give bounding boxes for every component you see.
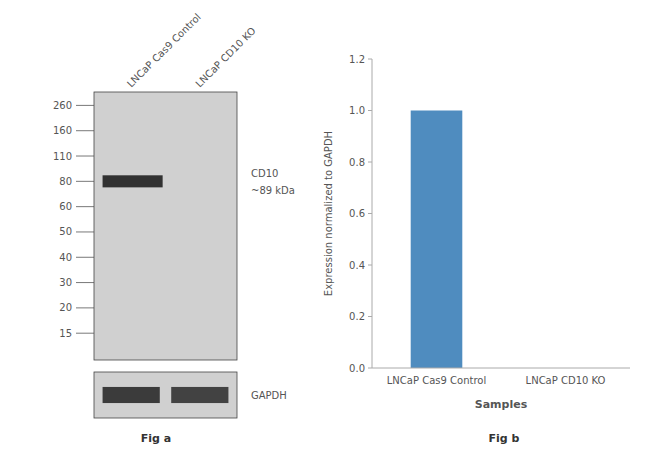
ladder-tick [76, 105, 94, 106]
ladder-tick [76, 257, 94, 258]
y-tick [368, 368, 372, 369]
ladder-label: 40 [59, 252, 72, 263]
y-tick-label: 1.0 [349, 105, 365, 116]
y-tick [368, 265, 372, 266]
y-axis-label: Expression normalized to GAPDH [323, 131, 334, 296]
ladder-label: 110 [53, 151, 72, 162]
y-tick-label: 0.4 [349, 260, 365, 271]
ladder-label: 60 [59, 201, 72, 212]
ladder-tick [76, 130, 94, 131]
bar [411, 111, 463, 369]
ladder-tick [76, 307, 94, 308]
y-tick [368, 59, 372, 60]
lane-label: LNCaP CD10 KO [193, 25, 257, 89]
ladder-tick [76, 231, 94, 232]
ladder-label: 30 [59, 277, 72, 288]
ladder-tick [76, 333, 94, 334]
y-tick [368, 110, 372, 111]
figure: 260 160 110 80 60 50 40 30 20 15 CD10 ~89 kDa GAPDH L… [0, 0, 650, 451]
ladder-label: 50 [59, 226, 72, 237]
ladder-tick [76, 181, 94, 182]
x-axis-label: Samples [475, 398, 528, 411]
cd10-band [103, 175, 163, 187]
ladder-label: 160 [53, 125, 72, 136]
annotation: CD10 [251, 168, 278, 179]
ladder-label: 15 [59, 328, 72, 339]
bar-panel: 0.0 0.2 0.4 0.6 0.8 1.0 1.2 LNCaP Cas9 Control L… [323, 54, 630, 446]
y-tick-label: 0.6 [349, 208, 365, 219]
x-tick-label: LNCaP CD10 KO [526, 375, 606, 386]
ladder-tick [76, 156, 94, 157]
y-tick-label: 0.2 [349, 311, 365, 322]
lane-label: LNCaP Cas9 Control [125, 11, 203, 89]
y-tick [368, 213, 372, 214]
background [0, 0, 650, 451]
y-axis [372, 59, 373, 368]
x-axis [372, 368, 630, 369]
annotation: ~89 kDa [251, 185, 295, 196]
y-tick-label: 0.0 [349, 363, 365, 374]
ladder-label: 260 [53, 100, 72, 111]
gapdh-band [171, 387, 228, 403]
y-tick-label: 0.8 [349, 157, 365, 168]
ladder-label: 20 [59, 302, 72, 313]
annotation: GAPDH [251, 390, 287, 401]
y-tick-label: 1.2 [349, 54, 365, 65]
y-tick [368, 162, 372, 163]
ladder-tick [76, 282, 94, 283]
ladder-tick [76, 206, 94, 207]
bars [411, 111, 463, 369]
blot-panel: 260 160 110 80 60 50 40 30 20 15 CD10 ~89 kDa GAPDH L… [53, 11, 295, 445]
gel [94, 92, 237, 360]
panel-label: Fig a [141, 432, 171, 445]
y-tick [368, 316, 372, 317]
x-tick-label: LNCaP Cas9 Control [387, 375, 486, 386]
gapdh-gel [94, 372, 237, 418]
ladder-label: 80 [59, 176, 72, 187]
gapdh-band [103, 387, 160, 403]
panel-label: Fig b [489, 432, 520, 445]
